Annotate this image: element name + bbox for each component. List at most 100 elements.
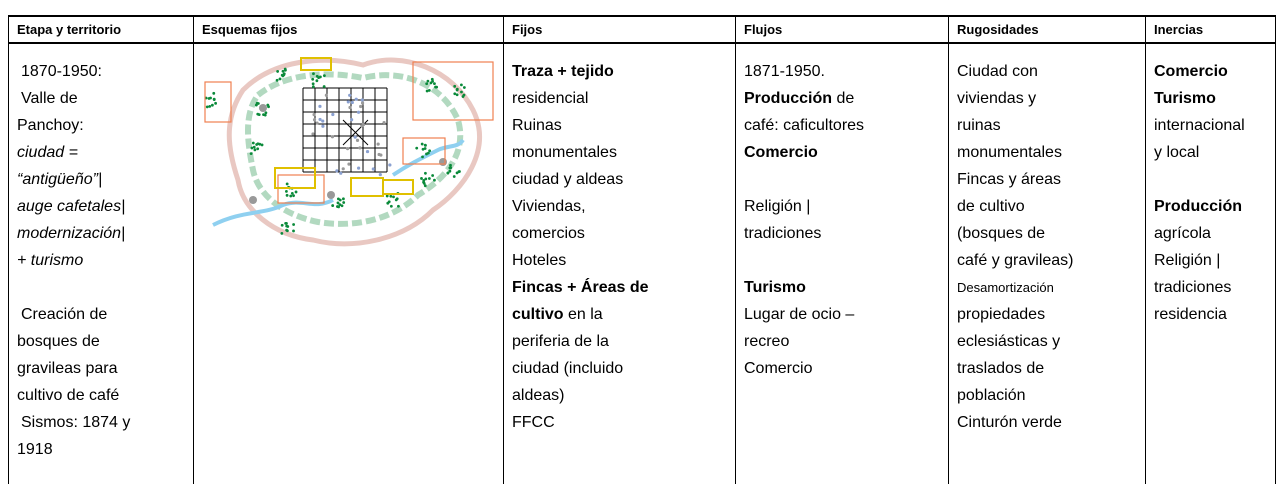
map-shape — [285, 224, 289, 228]
map-shape — [341, 167, 345, 171]
cell-line: Producción de — [744, 85, 948, 112]
map-shape — [430, 77, 434, 81]
map-shape — [448, 169, 452, 173]
map-shape — [337, 205, 341, 209]
map-shape — [452, 175, 456, 178]
cell-line: Desamortización — [957, 280, 1054, 295]
map-shape — [340, 204, 344, 208]
map-shape — [420, 177, 423, 180]
map-shape — [311, 132, 315, 136]
map-shape — [420, 142, 424, 146]
table-border — [8, 15, 1276, 17]
map-shape — [425, 89, 429, 93]
map-shape — [264, 111, 268, 115]
map-shape — [360, 101, 365, 105]
map-shape — [312, 118, 317, 122]
map-shape — [433, 178, 436, 182]
map-shape — [415, 146, 419, 150]
cell-line: monumentales — [512, 144, 617, 161]
map-shape — [350, 100, 354, 105]
cell-line: residencia — [1154, 306, 1227, 323]
cell-line: Panchoy: — [17, 117, 84, 134]
map-shape — [371, 167, 375, 171]
cell-line: monumentales — [957, 144, 1062, 161]
map-shape — [421, 147, 425, 151]
map-shape — [455, 93, 459, 97]
cell-line: ciudad (incluido — [512, 360, 624, 377]
cell-line: aldeas) — [512, 387, 565, 404]
map-shape — [250, 146, 254, 150]
map-shape — [280, 231, 284, 235]
map-shape — [292, 194, 295, 198]
map-shape — [376, 142, 380, 146]
map-shape — [422, 181, 426, 185]
map-shape — [318, 104, 322, 108]
map-shape — [331, 204, 335, 207]
map-shape — [214, 101, 218, 105]
map-shape — [424, 143, 427, 147]
map-shape — [338, 203, 342, 207]
map-shape — [387, 200, 391, 204]
cell-line: Hoteles — [512, 252, 567, 269]
map-shape — [315, 121, 319, 125]
map-shape — [266, 103, 270, 107]
map-shape — [421, 155, 424, 159]
cell-line: Creación de — [21, 306, 108, 323]
cell-line: “antigüeño”| — [17, 171, 103, 188]
map-shape — [281, 69, 285, 73]
cell-line: auge cafetales| — [17, 198, 126, 215]
table-border — [1145, 15, 1146, 484]
map-shape — [253, 148, 257, 152]
map-shape — [251, 141, 255, 145]
map-shape — [397, 204, 400, 208]
map-shape — [358, 146, 362, 150]
map-shape — [424, 171, 427, 175]
column-header: Rugosidades — [957, 22, 1039, 37]
map-shape — [433, 82, 436, 86]
map-shape — [453, 84, 457, 88]
map-shape — [357, 166, 361, 170]
column-header: Esquemas fijos — [202, 22, 298, 37]
map-shape — [208, 104, 212, 108]
map-shape — [285, 193, 289, 197]
cell-line: Cinturón verde — [957, 414, 1062, 431]
cell-line: café y gravileas) — [957, 252, 1074, 269]
cell-line: Producción — [1154, 198, 1243, 215]
map-shape — [285, 222, 288, 225]
map-shape — [345, 147, 350, 151]
map-shape — [256, 147, 260, 151]
map-shape — [285, 190, 288, 193]
cell-line: Fincas + Áreas de — [512, 279, 649, 296]
cell-line: ciudad = — [17, 144, 78, 161]
text: de — [832, 90, 855, 107]
map-shape — [292, 223, 296, 226]
cell-line: Turismo — [1154, 90, 1216, 107]
map-shape — [458, 170, 461, 173]
map-shape — [355, 138, 360, 142]
map-shape — [428, 149, 432, 153]
map-shape — [335, 169, 339, 173]
map-shape — [446, 171, 450, 175]
map-shape — [356, 110, 361, 114]
map-shape — [312, 113, 316, 117]
cell-line: Lugar de ocio – — [744, 306, 855, 323]
map-shape — [348, 105, 352, 110]
map-shape — [327, 191, 335, 199]
table-border — [8, 15, 9, 484]
map-shape — [431, 174, 435, 177]
cell-line: Traza + tejido — [512, 63, 614, 80]
cell-line: modernización| — [17, 225, 126, 242]
map-shape — [350, 118, 354, 122]
map-shape — [346, 100, 350, 104]
table-cell: Ciudad con viviendas y ruinas monumental… — [948, 58, 1145, 436]
text: en la — [563, 306, 603, 323]
map-shape — [462, 86, 466, 89]
cell-line: Ciudad con — [957, 63, 1038, 80]
map-shape — [260, 143, 264, 147]
cell-line: Comercio — [1154, 63, 1228, 80]
cell-line: cultivo de café — [17, 387, 120, 404]
map-shape — [317, 76, 321, 80]
map-shape — [339, 171, 343, 175]
table-cell: Comercio Turismo internacional y local P… — [1145, 58, 1275, 328]
